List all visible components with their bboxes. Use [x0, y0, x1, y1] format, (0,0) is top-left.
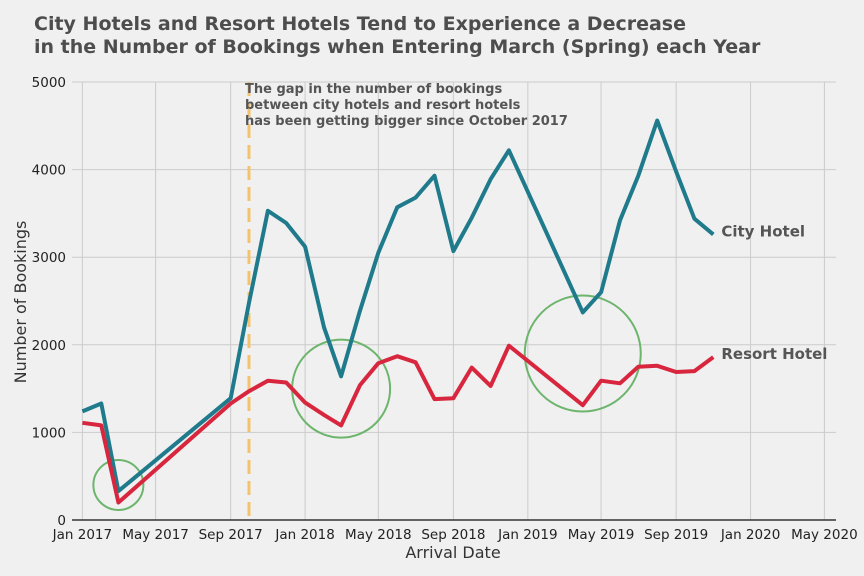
city-hotel-line: [81, 118, 715, 494]
x-tick-label: Sep 2018: [421, 527, 485, 543]
y-axis-ticks: 0 1000 2000 3000 4000 5000: [32, 75, 66, 529]
x-tick-label: Jan 2020: [720, 527, 780, 543]
resort-hotel-line: [82, 343, 715, 505]
y-tick-label: 3000: [32, 250, 66, 266]
series-label: Resort Hotel: [721, 345, 827, 363]
annotation-line-3: has been getting bigger since October 20…: [245, 114, 568, 129]
x-tick-label: May 2019: [568, 527, 635, 543]
series-lines: [81, 118, 715, 505]
chart-title-line-2: in the Number of Bookings when Entering …: [34, 36, 761, 58]
y-tick-label: 4000: [32, 163, 66, 179]
highlight-circle: [523, 294, 642, 413]
x-tick-label: Jan 2018: [274, 527, 334, 543]
chart-title-line-1: City Hotels and Resort Hotels Tend to Ex…: [34, 13, 686, 35]
x-tick-label: Sep 2017: [199, 527, 263, 543]
y-tick-label: 2000: [32, 338, 66, 354]
x-tick-label: May 2020: [791, 527, 858, 543]
highlight-circles: [92, 294, 642, 511]
x-tick-label: May 2018: [345, 527, 412, 543]
x-axis-ticks: Jan 2017 May 2017 Sep 2017 Jan 2018 May 2018…: [52, 527, 858, 543]
x-tick-label: Jan 2017: [52, 527, 112, 543]
x-tick-label: Sep 2019: [644, 527, 708, 543]
x-tick-label: May 2017: [122, 527, 189, 543]
grid: [72, 81, 836, 520]
y-tick-label: 1000: [32, 425, 66, 441]
x-tick-label: Jan 2019: [497, 527, 557, 543]
annotation-line-1: The gap in the number of bookings: [245, 82, 502, 97]
annotation-line-2: between city hotels and resort hotels: [245, 98, 521, 113]
y-axis-label: Number of Bookings: [11, 221, 30, 384]
x-axis-label: Arrival Date: [405, 543, 500, 562]
series-label: City Hotel: [721, 222, 805, 240]
series-labels: City Hotel Resort Hotel: [721, 222, 827, 363]
y-tick-label: 5000: [32, 75, 66, 91]
highlight-circle: [92, 458, 145, 511]
y-tick-label: 0: [57, 513, 66, 529]
